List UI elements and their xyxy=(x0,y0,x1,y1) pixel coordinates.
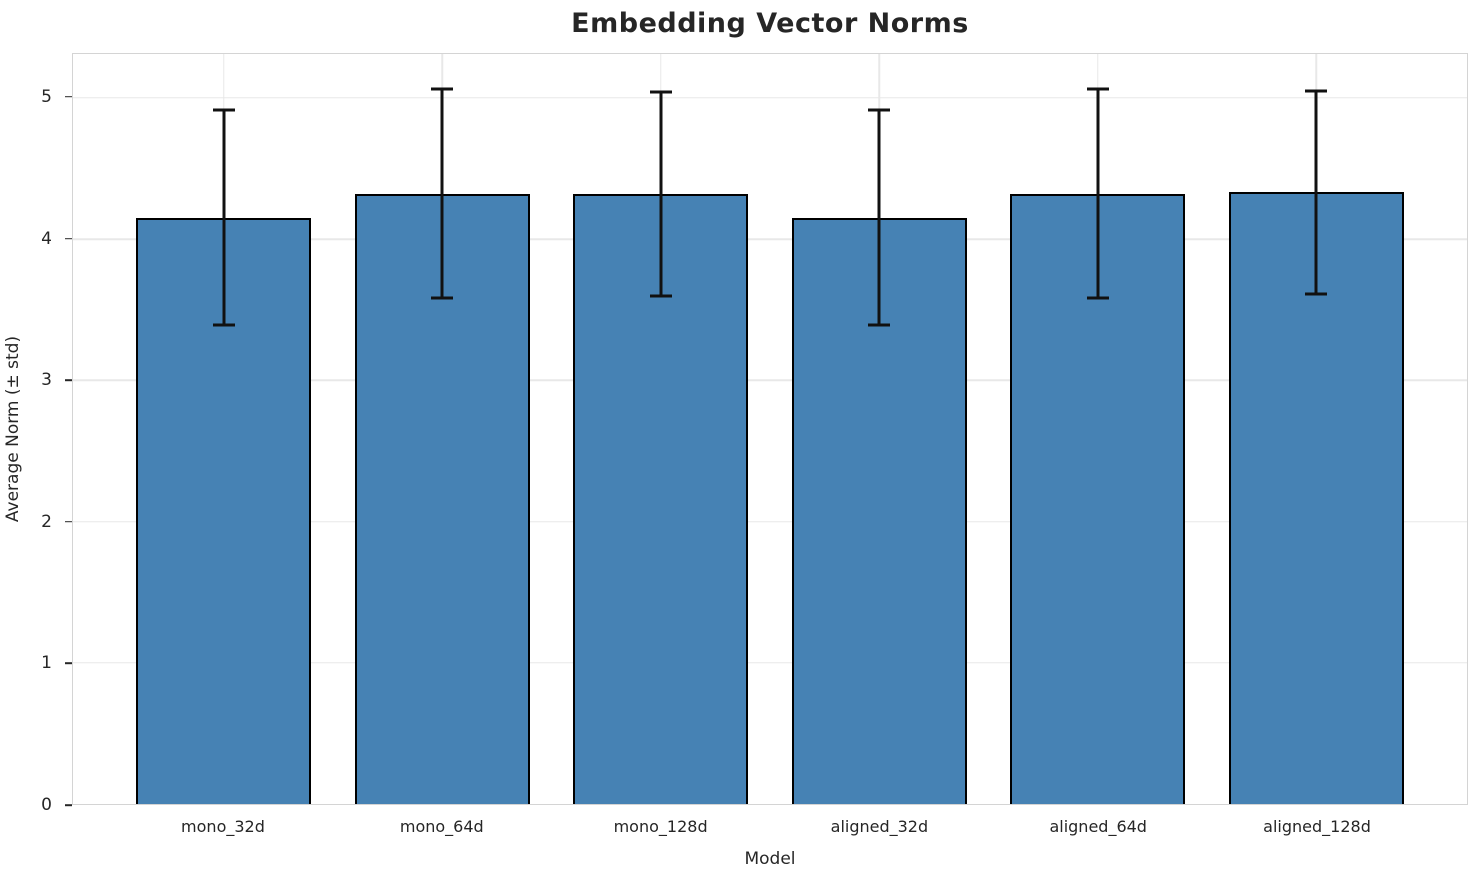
y-gridline xyxy=(73,379,1467,382)
y-axis-label: Average Norm (± std) xyxy=(3,335,23,523)
error-bar-cap xyxy=(1086,296,1109,300)
x-tick-label-mono_32d: mono_32d xyxy=(181,817,265,836)
error-bar-stem xyxy=(659,92,663,296)
y-tick-mark xyxy=(65,662,72,665)
error-bar-stem xyxy=(877,110,881,326)
y-tick-label: 0 xyxy=(41,795,52,815)
y-gridline xyxy=(73,520,1467,523)
error-bar-stem xyxy=(222,110,226,326)
bar-mono_32d xyxy=(136,217,312,804)
y-tick-label: 1 xyxy=(41,653,52,674)
x-tick-label-aligned_64d: aligned_64d xyxy=(1049,817,1147,836)
x-tick-label-aligned_32d: aligned_32d xyxy=(830,817,929,836)
error-bar-cap xyxy=(431,296,454,300)
y-tick-mark xyxy=(65,520,72,523)
error-bar-stem xyxy=(1096,89,1100,299)
error-bar-stem xyxy=(440,89,444,299)
error-bar-cap xyxy=(1086,87,1109,91)
x-tick-label-mono_128d: mono_128d xyxy=(613,817,708,836)
y-tick-label: 4 xyxy=(41,228,52,249)
y-tick-label: 5 xyxy=(41,86,52,107)
x-tick-label-aligned_128d: aligned_128d xyxy=(1263,817,1371,836)
y-tick-mark xyxy=(65,96,72,98)
error-bar-cap xyxy=(431,87,454,91)
error-bar-cap xyxy=(212,108,235,112)
plot-area xyxy=(72,53,1468,805)
error-bar-stem xyxy=(1314,90,1318,295)
x-axis-label: Model xyxy=(744,849,796,869)
chart-title: Embedding Vector Norms xyxy=(571,8,969,39)
error-bar-cap xyxy=(1305,89,1328,93)
error-bar-cap xyxy=(212,323,235,327)
error-bar-cap xyxy=(1305,292,1328,296)
error-bar-cap xyxy=(868,108,891,112)
error-bar-cap xyxy=(649,90,672,94)
error-bar-cap xyxy=(868,323,891,327)
y-gridline xyxy=(73,238,1467,240)
error-bar-cap xyxy=(649,294,672,298)
y-tick-label: 2 xyxy=(41,511,52,532)
y-tick-mark xyxy=(65,379,72,381)
x-tick-label-mono_64d: mono_64d xyxy=(399,817,484,836)
y-gridline xyxy=(73,662,1467,664)
y-gridline xyxy=(73,97,1467,99)
y-tick-label: 3 xyxy=(41,370,52,391)
y-tick-mark xyxy=(65,237,72,240)
y-tick-mark xyxy=(65,804,72,806)
